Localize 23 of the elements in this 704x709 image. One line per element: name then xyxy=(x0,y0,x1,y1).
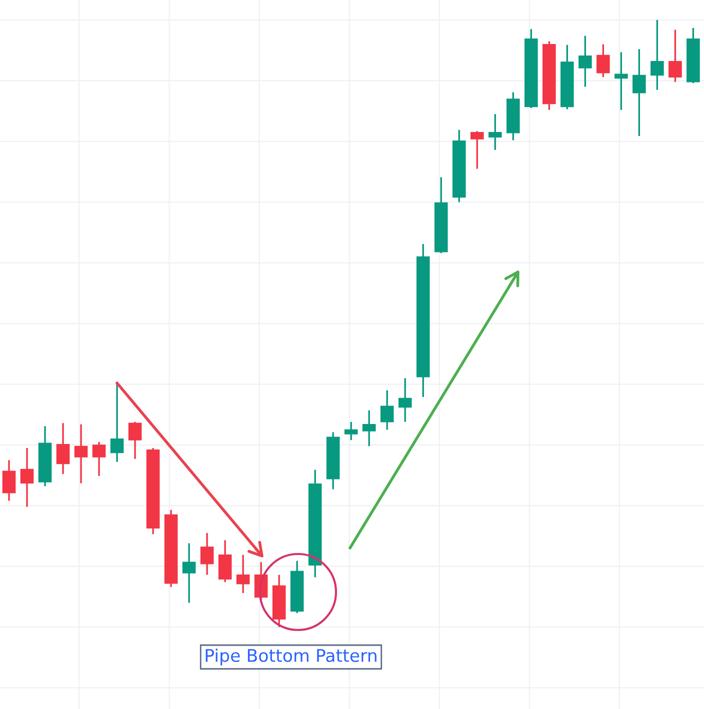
candlestick xyxy=(92,441,106,477)
candlestick xyxy=(596,43,610,78)
text: Pipe Bottom Pattern xyxy=(206,648,376,666)
candlestick xyxy=(110,382,124,463)
candlestick xyxy=(200,532,214,576)
candlestick xyxy=(128,421,142,460)
candlestick xyxy=(20,447,34,508)
candlestick xyxy=(2,459,16,502)
candlestick xyxy=(614,51,628,111)
candlestick xyxy=(470,130,484,170)
candlestick xyxy=(668,28,682,83)
candlestick xyxy=(632,48,646,137)
candlestick xyxy=(398,377,412,423)
candlestick xyxy=(650,19,664,91)
candlestick xyxy=(344,421,358,441)
candlestick xyxy=(362,410,376,447)
candlestick xyxy=(182,542,196,604)
candlestick xyxy=(236,554,250,594)
candlestick xyxy=(380,389,394,431)
candlestick xyxy=(56,422,70,475)
candlestick xyxy=(488,113,502,151)
candlestick xyxy=(74,423,88,484)
candlestick xyxy=(578,34,592,88)
